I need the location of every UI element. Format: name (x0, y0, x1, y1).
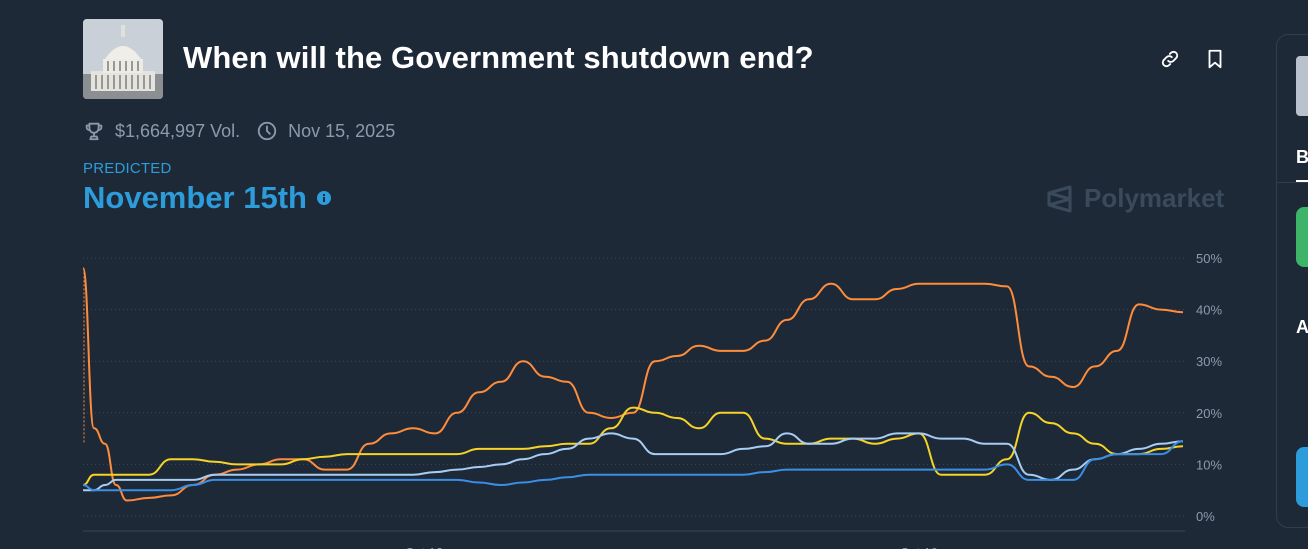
end-date-text: Nov 15, 2025 (288, 120, 396, 141)
predicted-label: PREDICTED (83, 160, 172, 177)
tab-buy[interactable]: B (1296, 147, 1308, 167)
trade-panel: B A (1276, 34, 1308, 528)
predicted-value: November 15th (83, 180, 331, 216)
trophy-icon (83, 120, 105, 142)
trade-button[interactable] (1296, 447, 1308, 507)
page-title: When will the Government shutdown end? (183, 40, 814, 75)
info-icon[interactable] (316, 191, 331, 205)
capitol-building-image (83, 19, 163, 99)
y-tick-label: 40% (1196, 303, 1222, 318)
series-line-3 (82, 440, 1184, 492)
polymarket-logo-icon (1047, 185, 1072, 212)
yes-button[interactable] (1296, 207, 1308, 267)
y-tick-label: 30% (1196, 354, 1222, 369)
x-axis-ticks: Oct 12 Oct 19 (405, 545, 938, 549)
amount-label: A (1296, 317, 1308, 337)
y-tick-label: 0% (1196, 509, 1215, 524)
chart-series (82, 267, 1184, 502)
tab-divider (1277, 182, 1308, 183)
x-tick-label: Oct 12 (405, 545, 443, 549)
series-line-0 (82, 267, 1184, 502)
y-tick-label: 20% (1196, 406, 1222, 421)
price-chart[interactable]: 0% 10% 20% 30% 40% 50% Oct 12 Oct 19 (0, 240, 1240, 549)
predicted-outcome: November 15th (83, 180, 307, 215)
bookmark-button[interactable] (1202, 46, 1228, 72)
y-tick-label: 10% (1196, 457, 1222, 472)
clock-icon (256, 120, 278, 142)
volume-text: $1,664,997 Vol. (115, 120, 241, 141)
y-tick-label: 50% (1196, 251, 1222, 266)
copy-link-button[interactable] (1157, 46, 1183, 72)
watermark-text: Polymarket (1084, 183, 1225, 213)
chart-grid (83, 257, 1185, 532)
y-axis-ticks: 0% 10% 20% 30% 40% 50% (1196, 251, 1222, 524)
series-line-2 (83, 432, 1184, 492)
series-line-1 (82, 406, 1184, 486)
x-tick-label: Oct 19 (900, 545, 938, 549)
polymarket-watermark: Polymarket (1046, 183, 1224, 214)
bookmark-icon (1208, 49, 1222, 69)
tab-underline (1296, 180, 1308, 182)
market-image (83, 19, 163, 99)
trade-panel-image (1296, 56, 1308, 116)
market-meta: $1,664,997 Vol. Nov 15, 2025 (83, 120, 395, 142)
link-icon (1161, 50, 1179, 68)
